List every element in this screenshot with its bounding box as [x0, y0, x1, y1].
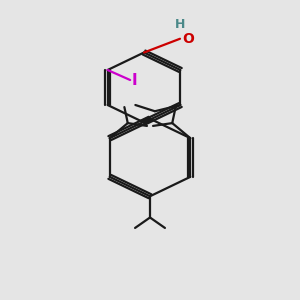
Text: H: H	[175, 19, 185, 32]
Text: O: O	[182, 32, 194, 46]
Text: I: I	[132, 73, 138, 88]
